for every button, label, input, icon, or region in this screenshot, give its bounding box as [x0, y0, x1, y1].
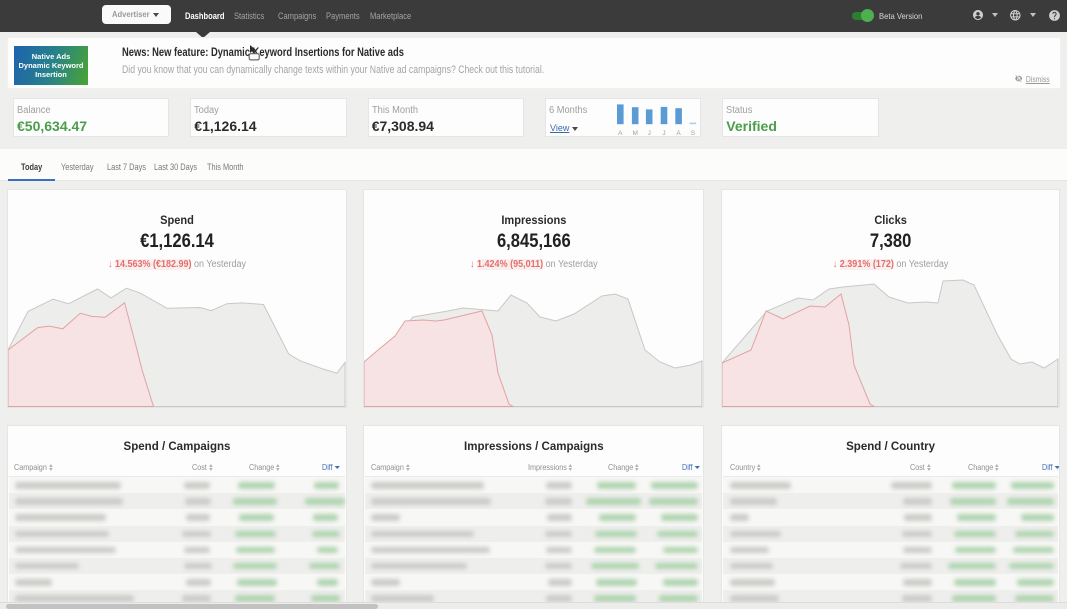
- svg-text:A: A: [618, 130, 623, 137]
- svg-text:J: J: [662, 130, 665, 137]
- svg-text:A: A: [676, 130, 681, 137]
- svg-text:S: S: [691, 130, 696, 137]
- svg-text:J: J: [648, 130, 651, 137]
- svg-text:M: M: [632, 130, 637, 137]
